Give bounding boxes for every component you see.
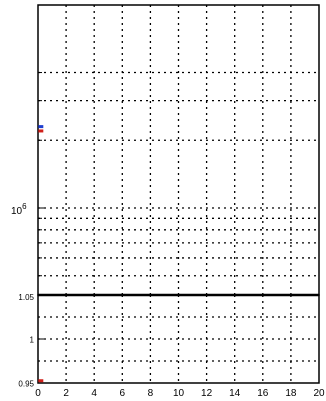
x-tick-label: 2: [63, 388, 69, 399]
x-tick-label: 10: [173, 388, 185, 399]
x-tick-label: 16: [257, 388, 269, 399]
top-y-tick-label: 106: [11, 202, 27, 217]
top-data-point: [38, 125, 44, 129]
x-tick-label: 6: [120, 388, 126, 399]
x-tick-label: 12: [201, 388, 213, 399]
top-data-point: [38, 129, 44, 133]
x-tick-label: 8: [148, 388, 154, 399]
x-tick-label: 4: [91, 388, 97, 399]
x-tick-label: 18: [285, 388, 297, 399]
x-tick-label: 0: [35, 388, 41, 399]
bottom-data-point: [38, 379, 44, 383]
x-tick-label: 14: [229, 388, 241, 399]
bottom-y-tick-label: 0.95: [18, 380, 34, 389]
top-panel: 106: [11, 4, 320, 296]
x-tick-label: 20: [313, 388, 325, 399]
bottom-y-tick-label: 1.05: [18, 293, 34, 302]
bottom-panel: 1.05 1 0.950 2 4 6 8 10 12 14 16 18 20: [18, 293, 325, 399]
bottom-y-tick-label: 1: [30, 336, 35, 345]
